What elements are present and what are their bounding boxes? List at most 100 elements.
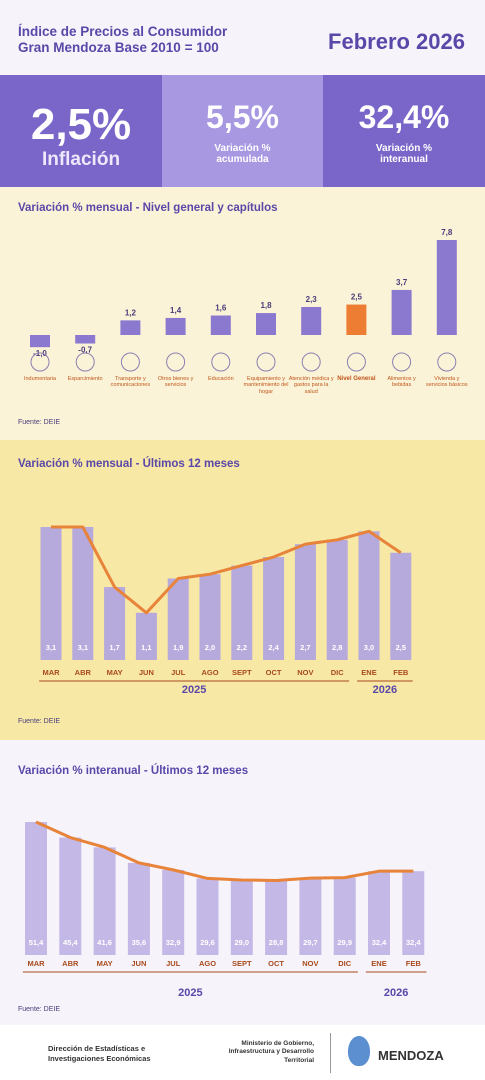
bar	[256, 313, 276, 335]
bar	[391, 289, 412, 335]
x-tick-label: OCT	[266, 668, 282, 677]
bar	[30, 335, 50, 348]
value-label: 3,1	[78, 643, 88, 652]
x-tick-label: JUL	[166, 959, 181, 968]
x-tick-label: MAY	[97, 959, 113, 968]
chart-title: Variación % interanual - Últimos 12 mese…	[18, 765, 249, 777]
category-label: Otros bienes y servicios	[157, 376, 194, 389]
x-tick-label: OCT	[268, 959, 284, 968]
source: Fuente: DEIE	[18, 419, 61, 426]
trend-line	[51, 525, 402, 615]
kpi-label: Inflación	[41, 149, 121, 170]
bar	[358, 531, 380, 660]
icon	[75, 352, 95, 372]
trend-line	[35, 820, 414, 882]
bar	[40, 527, 62, 660]
value-label: -0,7	[78, 346, 92, 355]
value-label: 29,6	[200, 938, 215, 947]
kpi-label: Variación % acumulada	[214, 143, 271, 165]
chart-title: Variación % mensual - Últimos 12 meses	[18, 458, 240, 470]
bar	[104, 587, 126, 660]
bar	[167, 578, 189, 660]
x-tick-label: NOV	[297, 668, 313, 677]
x-tick-label: MAR	[42, 668, 60, 677]
x-tick-label: AGO	[199, 959, 216, 968]
value-label: 3,1	[46, 643, 56, 652]
value-label: -1,0	[33, 349, 47, 358]
footer	[0, 1025, 485, 1080]
value-label: 1,7	[109, 643, 119, 652]
title-line: Gran Mendoza Base 2010 = 100	[18, 40, 219, 55]
category-label: Vivienda y servicios básicos	[426, 376, 468, 389]
x-tick-label: ENE	[371, 959, 386, 968]
category-label: Alimentos y bebidas	[387, 376, 416, 389]
icon	[166, 352, 186, 372]
value-label: 41,6	[97, 938, 112, 947]
icon	[30, 352, 50, 372]
category-label: Atención médica y gastos para la salud	[288, 376, 334, 395]
group-label: 2026	[373, 684, 397, 696]
bar	[127, 862, 150, 955]
bar	[165, 317, 186, 335]
value-label: 32,4	[406, 938, 421, 947]
value-label: 2,7	[300, 643, 310, 652]
value-label: 1,4	[170, 306, 182, 315]
kpi: 32,4% Variación % interanual	[323, 75, 485, 187]
icon	[256, 352, 276, 372]
value-label: 29,7	[303, 938, 318, 947]
category-label: Esparcimiento	[67, 376, 103, 382]
kpi-label: Variación % interanual	[375, 143, 433, 165]
value-label: 2,5	[351, 293, 363, 302]
x-tick-label: MAY	[107, 668, 123, 677]
footer-province: MENDOZA	[378, 1048, 444, 1063]
header	[0, 0, 485, 75]
bar	[25, 822, 47, 955]
x-tick-label: FEB	[406, 959, 422, 968]
kpi-value: 32,4%	[358, 99, 450, 135]
bar	[231, 565, 253, 660]
value-label: 2,2	[237, 643, 247, 652]
group-label: 2025	[182, 684, 206, 696]
bar	[210, 315, 231, 335]
value-label: 7,8	[441, 228, 453, 237]
category-label: Nivel General	[337, 376, 376, 382]
bar	[59, 837, 82, 955]
x-tick-label: JUN	[131, 959, 146, 968]
source: Fuente: DEIE	[18, 1006, 61, 1013]
bar	[162, 869, 185, 955]
x-tick-label: JUN	[139, 668, 154, 677]
x-tick-label: ABR	[75, 668, 92, 677]
kpi: 2,5% Inflación	[0, 75, 162, 187]
bar	[390, 552, 412, 660]
icon	[211, 352, 231, 372]
value-label: 2,0	[205, 643, 215, 652]
value-label: 2,5	[396, 643, 406, 652]
bar	[301, 306, 322, 335]
bar	[299, 878, 322, 955]
icon	[346, 352, 366, 372]
bar	[75, 335, 96, 344]
x-tick-label: AGO	[201, 668, 218, 677]
bar	[436, 240, 457, 335]
category-label: Equipamiento y mantenimiento del hogar	[243, 376, 289, 395]
value-label: 1,9	[173, 643, 183, 652]
bar	[120, 320, 141, 335]
period: Febrero 2026	[328, 29, 465, 54]
value-label: 28,8	[269, 938, 284, 947]
chart-title: Variación % mensual - Nivel general y ca…	[18, 202, 278, 214]
value-label: 29,9	[337, 938, 352, 947]
value-label: 1,6	[215, 304, 227, 313]
bar	[199, 574, 221, 660]
footer-ministry: Ministerio de Gobierno, Infraestructura …	[228, 1040, 314, 1064]
value-label: 51,4	[29, 938, 44, 947]
value-label: 1,2	[125, 308, 137, 317]
bar	[402, 871, 425, 955]
category-label: Educación	[207, 376, 234, 382]
value-label: 3,7	[396, 278, 408, 287]
group-label: 2025	[178, 987, 202, 999]
bar	[346, 304, 367, 335]
x-tick-label: JUL	[171, 668, 186, 677]
divider	[330, 1033, 331, 1073]
x-tick-label: NOV	[302, 959, 318, 968]
x-tick-label: MAR	[27, 959, 45, 968]
